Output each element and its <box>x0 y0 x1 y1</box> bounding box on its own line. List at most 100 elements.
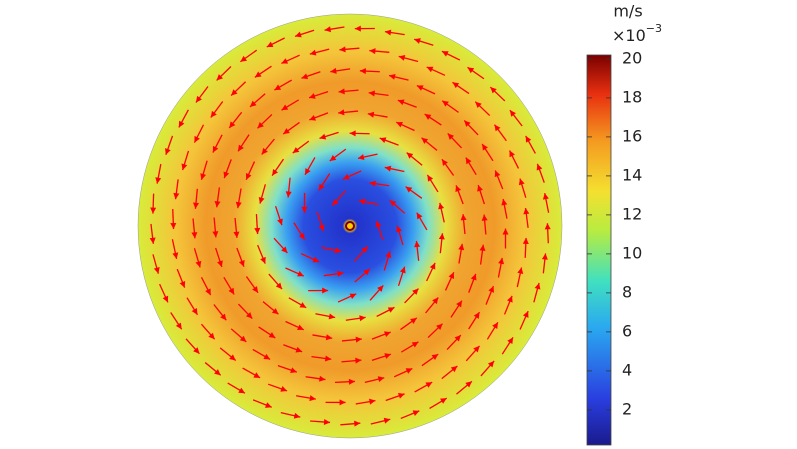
arrow-head <box>274 84 282 91</box>
arrow-head <box>217 260 223 267</box>
arrow-head <box>501 198 508 206</box>
arrow-head <box>416 212 423 220</box>
arrow-head <box>263 353 271 360</box>
tick-label: 6 <box>622 321 632 340</box>
arrow-head <box>173 192 180 200</box>
arrow-head <box>285 191 292 198</box>
arrow-head <box>465 157 472 165</box>
arrow-head <box>522 311 529 318</box>
arrow-head <box>384 29 392 36</box>
arrow-head <box>492 322 498 329</box>
arrow-head <box>309 93 316 99</box>
arrow-head <box>424 114 432 120</box>
arrow-head <box>477 185 483 192</box>
arrow-head <box>348 378 355 385</box>
arrow-head <box>149 237 156 244</box>
arrow-head <box>410 317 417 324</box>
arrow-head <box>465 381 472 388</box>
arrow-head <box>475 101 482 109</box>
arrow-head <box>490 87 497 94</box>
arrow-head <box>220 313 227 321</box>
arrow-head <box>245 312 253 319</box>
arrow-head <box>235 201 242 209</box>
arrow-head <box>509 110 516 117</box>
arrow-head <box>406 152 414 159</box>
arrow-head <box>214 369 221 376</box>
arrows <box>149 25 551 427</box>
arrow-head <box>412 288 419 295</box>
arrow-head <box>396 121 403 128</box>
arrow-head <box>319 375 326 382</box>
arrow-head <box>349 130 356 137</box>
arrow-head <box>375 220 382 228</box>
arrow-head <box>339 46 346 53</box>
arrow-head <box>467 67 475 74</box>
arrow-head <box>398 55 406 61</box>
arrow-head <box>292 147 300 154</box>
arrow-head <box>195 95 202 103</box>
arrow-head <box>454 335 461 342</box>
arrow-head <box>389 200 397 207</box>
arrow-head <box>536 163 543 171</box>
arrow-head <box>295 31 302 38</box>
arrow-head <box>389 73 396 80</box>
arrow-head <box>396 225 402 233</box>
arrow-head <box>309 49 317 56</box>
arrow-head <box>283 128 290 135</box>
arrow-head <box>245 173 252 180</box>
arrow-head <box>442 100 449 107</box>
exponent: −3 <box>646 22 662 35</box>
arrow-head <box>332 199 339 206</box>
arrow-head <box>358 198 366 205</box>
tick-label: 20 <box>622 48 642 67</box>
arrow-head <box>452 82 460 89</box>
arrow-head <box>507 337 514 345</box>
arrow-head <box>170 222 177 230</box>
arrow-head <box>426 66 434 73</box>
arrow-head <box>342 173 350 180</box>
arrow-head <box>349 293 357 300</box>
arrow-head <box>387 307 395 313</box>
arrow-head <box>212 145 219 153</box>
arrow-head <box>305 168 311 175</box>
arrow-head <box>337 270 344 277</box>
arrow-head <box>178 120 185 128</box>
arrow-head <box>250 100 257 107</box>
arrow-head <box>447 133 455 140</box>
tick-label: 10 <box>622 243 642 262</box>
arrow-head <box>153 267 160 274</box>
arrow-head <box>438 233 445 240</box>
arrow-head <box>361 246 368 253</box>
arrow-head <box>281 246 288 253</box>
arrow-head <box>231 89 238 96</box>
tick-label: 2 <box>622 399 632 418</box>
arrow-head <box>208 332 215 340</box>
arrow-head <box>258 197 265 204</box>
arrow-head <box>441 159 448 166</box>
arrow-head <box>367 111 375 118</box>
arrow-head <box>181 163 188 171</box>
arrow-head <box>357 154 365 160</box>
arrow-head <box>329 154 337 161</box>
arrow-head <box>498 257 505 265</box>
arrow-head <box>265 402 272 408</box>
arrow-head <box>455 185 462 192</box>
arrow-head <box>470 273 477 281</box>
tick-label: 4 <box>622 360 632 379</box>
arrow-head <box>482 144 488 151</box>
arrow-head <box>228 287 235 295</box>
arrow-head <box>481 214 488 221</box>
arrow-head <box>448 272 455 279</box>
arrow-head <box>200 173 207 180</box>
arrow-head <box>238 260 245 267</box>
arrow-head <box>414 38 421 44</box>
arrow-head <box>318 183 325 191</box>
colorbar <box>586 54 612 446</box>
arrow-head <box>377 285 384 292</box>
arrow-head <box>355 336 362 343</box>
arrow-head <box>254 71 262 78</box>
arrow-head <box>534 282 541 290</box>
arrow-head <box>544 223 551 230</box>
arrow-head <box>281 104 289 111</box>
